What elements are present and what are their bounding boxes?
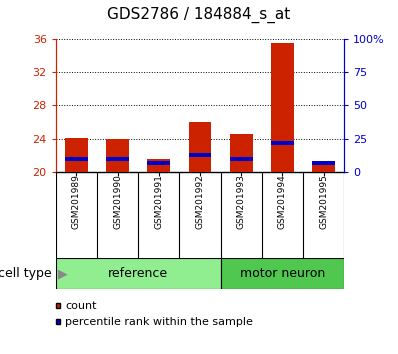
Bar [220, 258, 344, 289]
Bar [147, 159, 170, 172]
Text: GSM201989: GSM201989 [72, 174, 81, 229]
Text: ▶: ▶ [58, 267, 67, 280]
Text: GSM201993: GSM201993 [237, 174, 246, 229]
Bar [189, 122, 211, 172]
Bar [312, 164, 335, 172]
Text: GDS2786 / 184884_s_at: GDS2786 / 184884_s_at [107, 7, 291, 23]
Text: percentile rank within the sample: percentile rank within the sample [65, 317, 253, 327]
Text: GSM201994: GSM201994 [278, 174, 287, 229]
Bar [230, 157, 253, 161]
Bar [65, 138, 88, 172]
Text: GSM201990: GSM201990 [113, 174, 122, 229]
Bar [312, 161, 335, 165]
Bar [271, 43, 294, 172]
Bar [271, 141, 294, 145]
Text: GSM201992: GSM201992 [195, 174, 205, 229]
Bar [147, 161, 170, 165]
Bar [189, 153, 211, 157]
Bar [106, 157, 129, 161]
Text: reference: reference [108, 267, 168, 280]
Text: cell type: cell type [0, 267, 52, 280]
Text: GSM201991: GSM201991 [154, 174, 163, 229]
Bar [56, 258, 220, 289]
Text: count: count [65, 301, 97, 311]
Bar [65, 157, 88, 161]
Text: GSM201995: GSM201995 [319, 174, 328, 229]
Text: motor neuron: motor neuron [240, 267, 325, 280]
Bar [230, 135, 253, 172]
Bar [106, 138, 129, 172]
